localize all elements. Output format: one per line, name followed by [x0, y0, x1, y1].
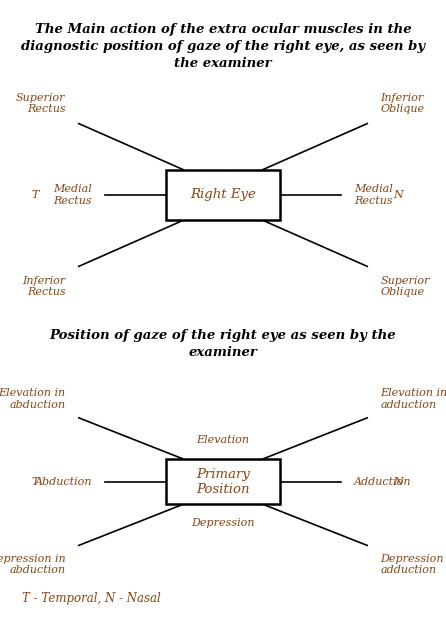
Text: Right Eye: Right Eye — [190, 188, 256, 202]
Text: Depression in
adduction: Depression in adduction — [380, 554, 446, 575]
Text: Inferior
Rectus: Inferior Rectus — [22, 276, 66, 297]
Text: Depression: Depression — [191, 518, 255, 528]
Text: The Main action of the extra ocular muscles in the
diagnostic position of gaze o: The Main action of the extra ocular musc… — [21, 23, 425, 70]
Text: Elevation in
adduction: Elevation in adduction — [380, 388, 446, 410]
FancyBboxPatch shape — [166, 459, 280, 504]
Text: Superior
Rectus: Superior Rectus — [16, 93, 66, 114]
Text: Primary
Position: Primary Position — [196, 468, 250, 495]
Text: Superior
Oblique: Superior Oblique — [380, 276, 430, 297]
Text: T: T — [31, 477, 39, 487]
Text: N: N — [393, 477, 403, 487]
Text: Depression in
abduction: Depression in abduction — [0, 554, 66, 575]
Text: Position of gaze of the right eye as seen by the
examiner: Position of gaze of the right eye as see… — [50, 329, 396, 360]
Text: Abduction: Abduction — [34, 477, 92, 487]
Text: Adduction: Adduction — [354, 477, 412, 487]
Text: Elevation in
abduction: Elevation in abduction — [0, 388, 66, 410]
Text: Elevation: Elevation — [197, 435, 249, 446]
Text: Medial
Rectus: Medial Rectus — [354, 184, 393, 206]
Text: T: T — [31, 190, 39, 200]
FancyBboxPatch shape — [166, 169, 280, 221]
Text: T - Temporal, N - Nasal: T - Temporal, N - Nasal — [22, 592, 161, 605]
Text: Inferior
Oblique: Inferior Oblique — [380, 93, 425, 114]
Text: N: N — [393, 190, 403, 200]
Text: Medial
Rectus: Medial Rectus — [53, 184, 92, 206]
